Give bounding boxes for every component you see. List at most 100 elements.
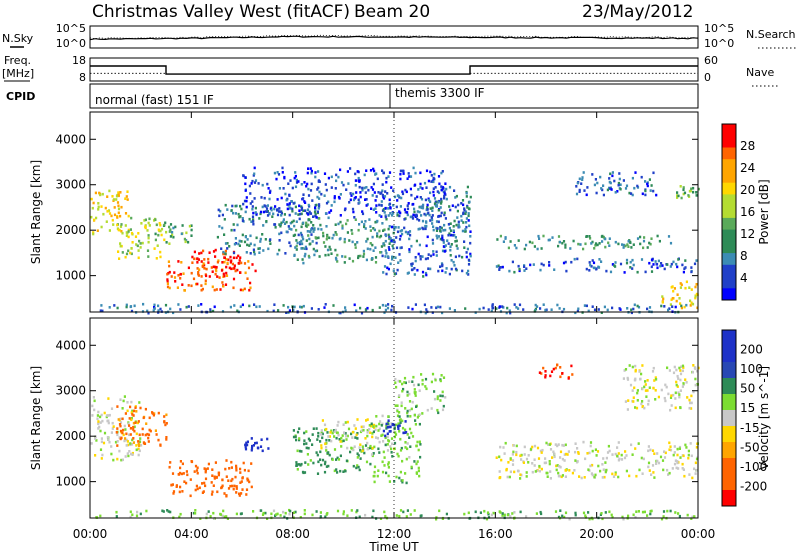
- power-cell: [692, 190, 695, 194]
- power-cell: [625, 258, 629, 262]
- velocity-cell: [139, 406, 142, 410]
- power-cell: [275, 177, 278, 181]
- velocity-cell: [681, 369, 684, 373]
- velocity-cell: [119, 429, 123, 433]
- power-cell: [413, 210, 416, 214]
- power-cell: [399, 234, 402, 238]
- power-cell: [376, 219, 379, 223]
- velocity-cell: [690, 517, 693, 520]
- velocity-cell: [90, 442, 93, 445]
- velocity-cell: [350, 432, 353, 436]
- power-cell: [129, 305, 133, 308]
- power-cell: [292, 234, 295, 237]
- power-cell: [577, 242, 580, 246]
- velocity-cell: [688, 473, 691, 476]
- velocity-cell: [504, 441, 507, 445]
- power-cell: [366, 306, 369, 310]
- power-cell: [597, 308, 600, 311]
- power-cell: [399, 205, 402, 208]
- velocity-cell: [421, 412, 424, 415]
- velocity-cell: [580, 476, 583, 480]
- velocity-cell: [438, 509, 441, 513]
- power-cell: [416, 210, 419, 213]
- velocity-cell: [251, 444, 254, 448]
- velocity-cell: [307, 463, 310, 466]
- power-cell: [375, 204, 378, 207]
- power-cell: [277, 173, 281, 176]
- velocity-cell: [687, 453, 690, 457]
- velocity-cell: [123, 439, 126, 443]
- power-cell: [636, 186, 640, 189]
- power-cell: [381, 193, 384, 197]
- power-cell: [376, 235, 379, 238]
- power-cell: [202, 262, 205, 265]
- velocity-cell: [252, 444, 255, 447]
- power-cell: [318, 180, 321, 183]
- power-cell: [302, 193, 305, 196]
- velocity-cell: [696, 369, 699, 373]
- power-cell: [557, 244, 560, 248]
- power-cell: [376, 177, 379, 181]
- power-cell: [241, 233, 244, 237]
- velocity-cell: [105, 415, 108, 419]
- velocity-cell: [678, 395, 681, 399]
- velocity-cell: [405, 457, 408, 461]
- velocity-cell: [131, 453, 134, 456]
- power-cell: [221, 261, 224, 264]
- velocity-cell: [244, 445, 247, 449]
- power-cell: [648, 241, 651, 245]
- power-cell: [468, 224, 471, 228]
- power-cell: [126, 190, 129, 193]
- power-cell: [691, 302, 695, 306]
- power-cell: [328, 236, 331, 240]
- velocity-cell: [381, 414, 384, 418]
- velocity-cell: [401, 382, 404, 386]
- velocity-cell: [601, 476, 604, 479]
- power-cell: [371, 194, 374, 197]
- velocity-cell: [344, 421, 347, 424]
- velocity-cell: [340, 445, 343, 448]
- power-cell: [225, 258, 228, 261]
- velocity-cell: [607, 444, 610, 448]
- power-cell: [391, 304, 394, 308]
- velocity-cell: [641, 387, 644, 391]
- velocity-echo-region: [90, 395, 143, 462]
- velocity-cell: [394, 433, 398, 436]
- power-cell: [429, 254, 433, 258]
- power-cell: [282, 187, 285, 190]
- velocity-cell: [633, 386, 636, 390]
- velocity-cell: [248, 480, 251, 484]
- velocity-cell: [660, 388, 663, 392]
- velocity-cell: [108, 413, 111, 417]
- power-cell: [396, 199, 399, 202]
- velocity-cell: [240, 512, 243, 515]
- power-cell: [695, 283, 698, 286]
- power-cell: [445, 197, 448, 201]
- velocity-cell: [312, 427, 315, 430]
- power-cell: [147, 240, 150, 244]
- velocity-cell: [590, 472, 593, 475]
- power-cell: [676, 293, 679, 296]
- power-cell: [408, 248, 411, 251]
- velocity-cell: [119, 424, 122, 428]
- cpid-panel: normal (fast) 151 IF themis 3300 IF: [89, 83, 699, 109]
- power-cell: [310, 233, 313, 236]
- velocity-cell: [627, 399, 630, 402]
- power-cell: [661, 301, 664, 304]
- velocity-cell: [163, 420, 166, 424]
- velocity-cell: [686, 396, 689, 399]
- power-cell: [551, 236, 554, 239]
- velocity-cell: [213, 475, 216, 479]
- power-cell: [90, 215, 93, 219]
- velocity-cell: [418, 422, 421, 426]
- power-cell: [437, 208, 440, 212]
- velocity-cell: [333, 469, 336, 473]
- freq-right-tick-bottom: 0: [704, 71, 711, 84]
- power-cell: [426, 203, 429, 207]
- power-cell: [390, 225, 394, 229]
- velocity-cell: [401, 419, 404, 423]
- power-cell: [518, 303, 522, 307]
- velocity-cell: [394, 377, 397, 381]
- velocity-cell: [182, 472, 185, 475]
- velocity-cell: [130, 416, 133, 420]
